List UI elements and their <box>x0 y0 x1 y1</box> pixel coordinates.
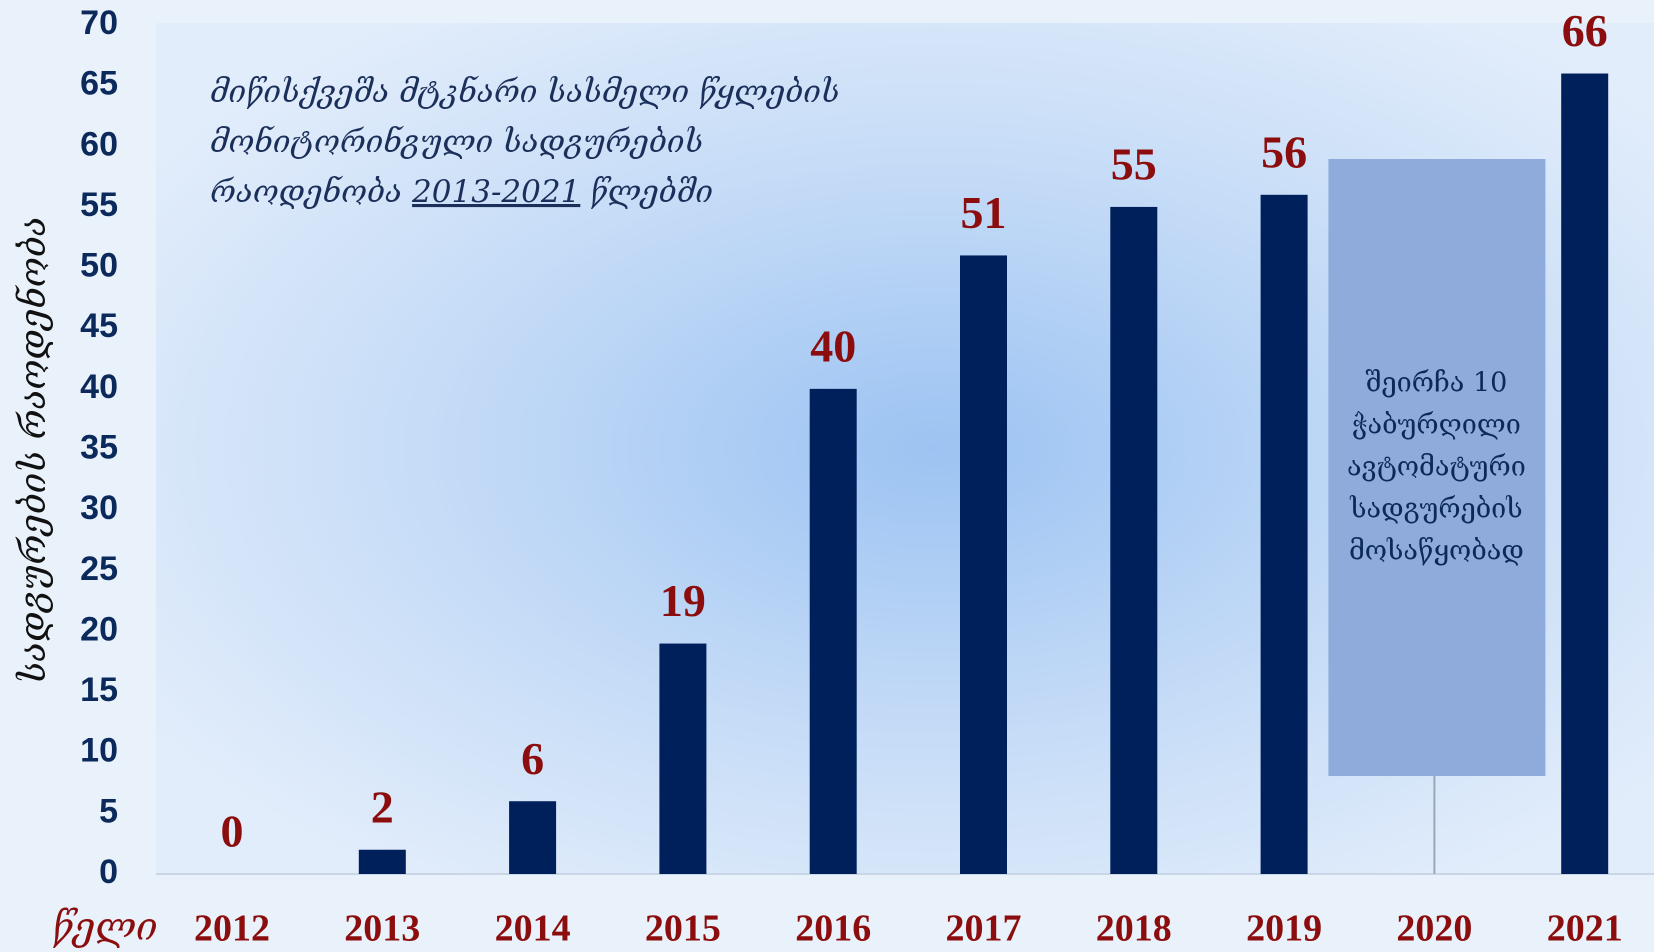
value-label: 6 <box>521 733 544 784</box>
y-tick-label: 35 <box>80 428 118 466</box>
x-tick-label: 2021 <box>1547 908 1623 950</box>
x-tick-label: 2012 <box>194 908 270 950</box>
y-tick-label: 50 <box>80 247 118 285</box>
annotation-text: შეირჩა 10 <box>1365 368 1507 399</box>
title-segment: წლებში <box>590 174 713 210</box>
value-label: 40 <box>810 320 856 371</box>
x-tick-label: 2020 <box>1396 908 1472 950</box>
value-label: 19 <box>660 575 706 626</box>
x-tick-label: 2014 <box>495 908 571 950</box>
title-segment: მიწისქვეშა მტკნარი სასმელი წყლების <box>210 74 840 110</box>
annotation-text: სადგურების <box>1349 494 1523 525</box>
annotation-text: ჭაბურღილი <box>1352 410 1521 441</box>
chart-title: რაოდენობა 2013-2021 წლებში <box>210 174 713 210</box>
annotation-box <box>1328 159 1546 776</box>
value-label: 56 <box>1261 126 1307 177</box>
y-tick-label: 45 <box>80 307 118 345</box>
x-axis-label: წელი <box>52 905 157 949</box>
x-tick-label: 2013 <box>344 908 420 950</box>
value-label: 55 <box>1111 138 1157 189</box>
y-tick-label: 70 <box>80 4 118 42</box>
y-tick-label: 5 <box>99 792 118 830</box>
bar <box>358 849 406 874</box>
y-tick-label: 20 <box>80 610 118 648</box>
x-tick-label: 2018 <box>1096 908 1172 950</box>
y-tick-label: 60 <box>80 125 118 163</box>
title-segment: მონიტორინგული სადგურების <box>210 124 703 160</box>
bar <box>1260 194 1308 875</box>
bar <box>1561 73 1609 874</box>
y-tick-label: 0 <box>99 853 118 891</box>
chart-title: მონიტორინგული სადგურების <box>210 124 703 160</box>
annotation-text: ავტომატური <box>1347 452 1526 483</box>
y-tick-label: 55 <box>80 186 118 224</box>
y-tick-label: 15 <box>80 671 118 709</box>
annotation-text: მოსაწყობად <box>1349 536 1524 567</box>
value-label: 51 <box>961 187 1007 238</box>
bar <box>1110 206 1158 874</box>
y-tick-label: 40 <box>80 368 118 406</box>
value-label: 2 <box>371 781 394 832</box>
y-tick-label: 10 <box>80 732 118 770</box>
value-label: 66 <box>1562 5 1608 56</box>
x-tick-label: 2016 <box>795 908 871 950</box>
bar <box>809 388 857 874</box>
value-label: 0 <box>221 806 244 857</box>
y-tick-label: 65 <box>80 65 118 103</box>
chart-title: მიწისქვეშა მტკნარი სასმელი წყლების <box>210 74 840 110</box>
bar <box>509 801 557 874</box>
y-tick-label: 25 <box>80 550 118 588</box>
x-tick-label: 2015 <box>645 908 721 950</box>
x-tick-label: 2019 <box>1246 908 1322 950</box>
y-tick-label: 30 <box>80 489 118 527</box>
x-tick-label: 2017 <box>946 908 1022 950</box>
bar <box>960 255 1007 874</box>
title-segment: 2013-2021 <box>411 174 580 210</box>
title-segment: რაოდენობა <box>210 174 402 210</box>
bar <box>659 643 707 874</box>
y-axis-label: სადგურების რაოდენობა <box>13 216 54 683</box>
